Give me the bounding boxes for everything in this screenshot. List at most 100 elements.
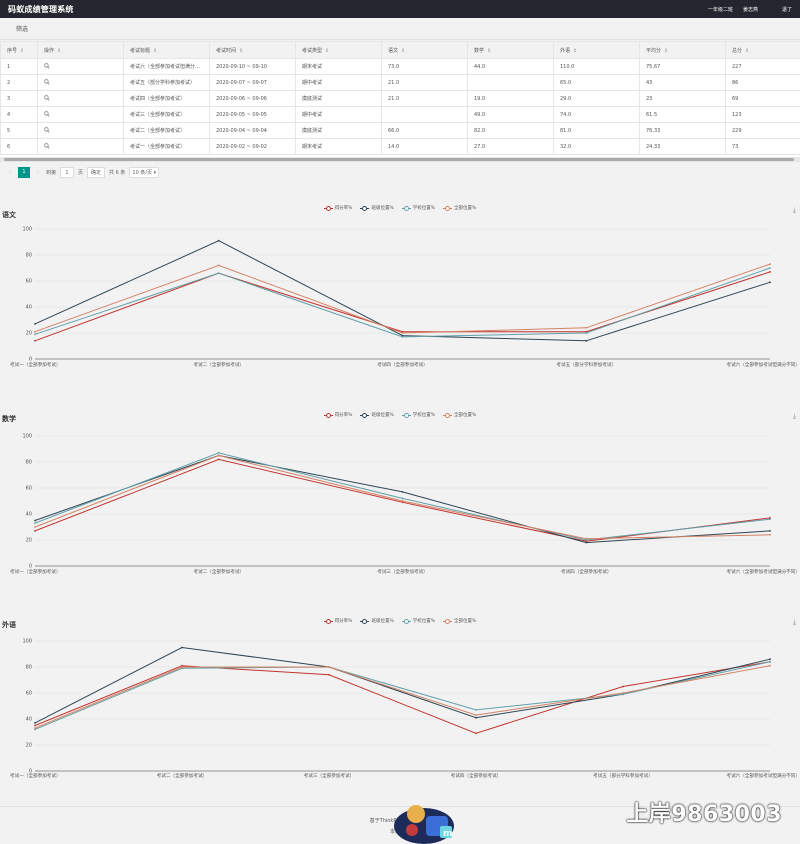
- column-header[interactable]: 考试类型 ⇕: [295, 41, 382, 59]
- sort-icon[interactable]: ⇕: [664, 47, 669, 54]
- filter-button[interactable]: 筛选: [16, 26, 29, 33]
- legend-swatch: [360, 205, 370, 211]
- data-point: [585, 540, 588, 543]
- table-cell: 14.0: [381, 138, 468, 155]
- sort-icon[interactable]: ⇕: [745, 47, 750, 54]
- legend-item[interactable]: 全部位置%: [443, 618, 476, 624]
- table-cell: 65.0: [553, 74, 640, 91]
- sort-icon[interactable]: ⇕: [573, 47, 578, 54]
- column-header[interactable]: 外语 ⇕: [553, 41, 640, 59]
- column-header-label: 考试类型: [302, 47, 323, 54]
- y-tick-label: 80: [26, 665, 32, 671]
- page-size-select[interactable]: 10 条/页 ▾: [129, 166, 160, 178]
- legend-label: 得分率%: [334, 413, 353, 418]
- column-header[interactable]: 序号 ⇕: [0, 41, 38, 59]
- sort-icon[interactable]: ⇕: [401, 47, 406, 54]
- data-point: [34, 526, 36, 528]
- legend-item[interactable]: 得分率%: [323, 618, 352, 624]
- search-icon[interactable]: [44, 126, 50, 135]
- data-point: [328, 666, 330, 668]
- legend-item[interactable]: 得分率%: [323, 205, 352, 211]
- column-header[interactable]: 平均分 ⇕: [639, 41, 726, 59]
- table-row[interactable]: 3 考试四（全部参加考试） 2020-09-06 ~ 09-06 摸底测试 21.0 19…: [0, 90, 800, 107]
- table-cell: 110.0: [553, 58, 640, 75]
- table-cell: 21.0: [381, 74, 468, 91]
- search-icon[interactable]: [44, 78, 50, 87]
- table-cell[interactable]: [37, 58, 124, 75]
- table-row[interactable]: 5 考试二（全部参加考试） 2020-09-04 ~ 09-04 摸底测试 66.0 82…: [0, 122, 800, 139]
- column-header[interactable]: 考试时间 ⇕: [209, 41, 296, 59]
- table-cell[interactable]: [37, 74, 124, 91]
- legend-item[interactable]: 学校位置%: [401, 618, 435, 624]
- page-1-button[interactable]: 1: [18, 166, 30, 178]
- column-header[interactable]: 考试标题 ⇕: [123, 41, 210, 59]
- sort-icon[interactable]: ⇕: [57, 47, 62, 54]
- sort-icon[interactable]: ⇕: [325, 47, 330, 54]
- legend-label: 班级位置%: [371, 413, 394, 418]
- sort-icon[interactable]: ⇕: [239, 47, 244, 54]
- column-header[interactable]: 操作 ⇕: [37, 41, 124, 59]
- download-icon[interactable]: ⤓: [792, 206, 796, 214]
- table-cell: 6: [0, 138, 38, 155]
- legend-item[interactable]: 得分率%: [323, 412, 353, 418]
- legend-item[interactable]: 学校位置%: [401, 205, 435, 211]
- goto-confirm-button[interactable]: 确定: [87, 166, 106, 178]
- download-icon[interactable]: ⤓: [792, 412, 796, 420]
- app-title: 码蚁成绩管理系统: [8, 4, 74, 14]
- download-icon[interactable]: ⤓: [792, 618, 796, 626]
- data-point: [769, 267, 771, 269]
- search-icon[interactable]: [44, 142, 50, 151]
- table-cell[interactable]: [37, 122, 124, 139]
- data-point: [34, 339, 36, 342]
- table-horizontal-scrollbar[interactable]: [0, 157, 800, 162]
- data-point: [401, 501, 404, 504]
- prev-page-button[interactable]: ‹: [9, 169, 11, 175]
- table-row[interactable]: 4 考试三（全部参加考试） 2020-09-05 ~ 09-05 期中考试 49.0 74…: [0, 106, 800, 123]
- search-icon[interactable]: [44, 94, 50, 103]
- table-cell: 86: [725, 74, 800, 91]
- data-point: [585, 330, 588, 333]
- sort-icon[interactable]: ⇕: [20, 47, 25, 54]
- legend-item[interactable]: 全部位置%: [443, 412, 476, 418]
- scrollbar-thumb[interactable]: [4, 158, 794, 161]
- table-row[interactable]: 1 考试六（全部参加考试但满分… 2020-09-10 ~ 09-10 期末考试 73.…: [0, 58, 800, 75]
- table-row[interactable]: 6 考试一（全部参加考试） 2020-09-02 ~ 09-02 期末考试 14.0 27…: [0, 138, 800, 155]
- table-cell: 61.5: [639, 106, 726, 123]
- x-tick-label: 考试六（全部参加考试但满分不同）: [726, 361, 800, 368]
- legend-item[interactable]: 班级位置%: [360, 618, 394, 624]
- search-icon[interactable]: [44, 62, 50, 71]
- legend-item[interactable]: 全部位置%: [443, 205, 476, 211]
- column-header-label: 考试时间: [216, 47, 237, 54]
- table-cell: 44.0: [467, 58, 554, 75]
- logout-link[interactable]: 退了: [781, 6, 792, 13]
- legend-label: 班级位置%: [371, 619, 394, 624]
- y-tick-label: 100: [22, 434, 32, 440]
- sort-icon[interactable]: ⇕: [487, 47, 492, 54]
- table-cell: 32.0: [553, 138, 640, 155]
- search-icon[interactable]: [44, 110, 50, 119]
- chart-panel: 数学 得分率% 班级位置% 学校位置% 全部位置% ⤓ 0 20 40 60 80 100 考试一（全部…: [0, 402, 800, 582]
- series-line: [34, 271, 771, 342]
- sort-icon[interactable]: ⇕: [153, 47, 158, 54]
- table-cell[interactable]: [37, 90, 124, 107]
- column-header[interactable]: 总分 ⇕: [725, 41, 800, 59]
- legend-item[interactable]: 班级位置%: [360, 205, 394, 211]
- data-point: [401, 497, 404, 500]
- table-cell[interactable]: [37, 106, 124, 123]
- user-name[interactable]: 姜志燕: [742, 6, 758, 13]
- table-cell: 123: [725, 106, 800, 123]
- table-row[interactable]: 2 考试五（部分学科参加考试） 2020-09-07 ~ 09-07 期中考试 21.0…: [0, 74, 800, 91]
- goto-page-input[interactable]: 1: [60, 166, 75, 178]
- data-point: [401, 500, 404, 502]
- column-header[interactable]: 数学 ⇕: [467, 41, 554, 59]
- user-class[interactable]: 一年级二班: [707, 6, 733, 13]
- column-header[interactable]: 语文 ⇕: [381, 41, 468, 59]
- legend-item[interactable]: 学校位置%: [401, 412, 435, 418]
- chart-legend: 得分率% 班级位置% 学校位置% 全部位置%: [0, 412, 800, 418]
- legend-item[interactable]: 班级位置%: [360, 412, 394, 418]
- table-cell: 81.0: [553, 122, 640, 139]
- x-tick-label: 考试四（全部参加考试）: [451, 772, 502, 779]
- next-page-button[interactable]: ›: [37, 169, 39, 175]
- table-cell[interactable]: [37, 138, 124, 155]
- table-cell: 82.0: [467, 122, 554, 139]
